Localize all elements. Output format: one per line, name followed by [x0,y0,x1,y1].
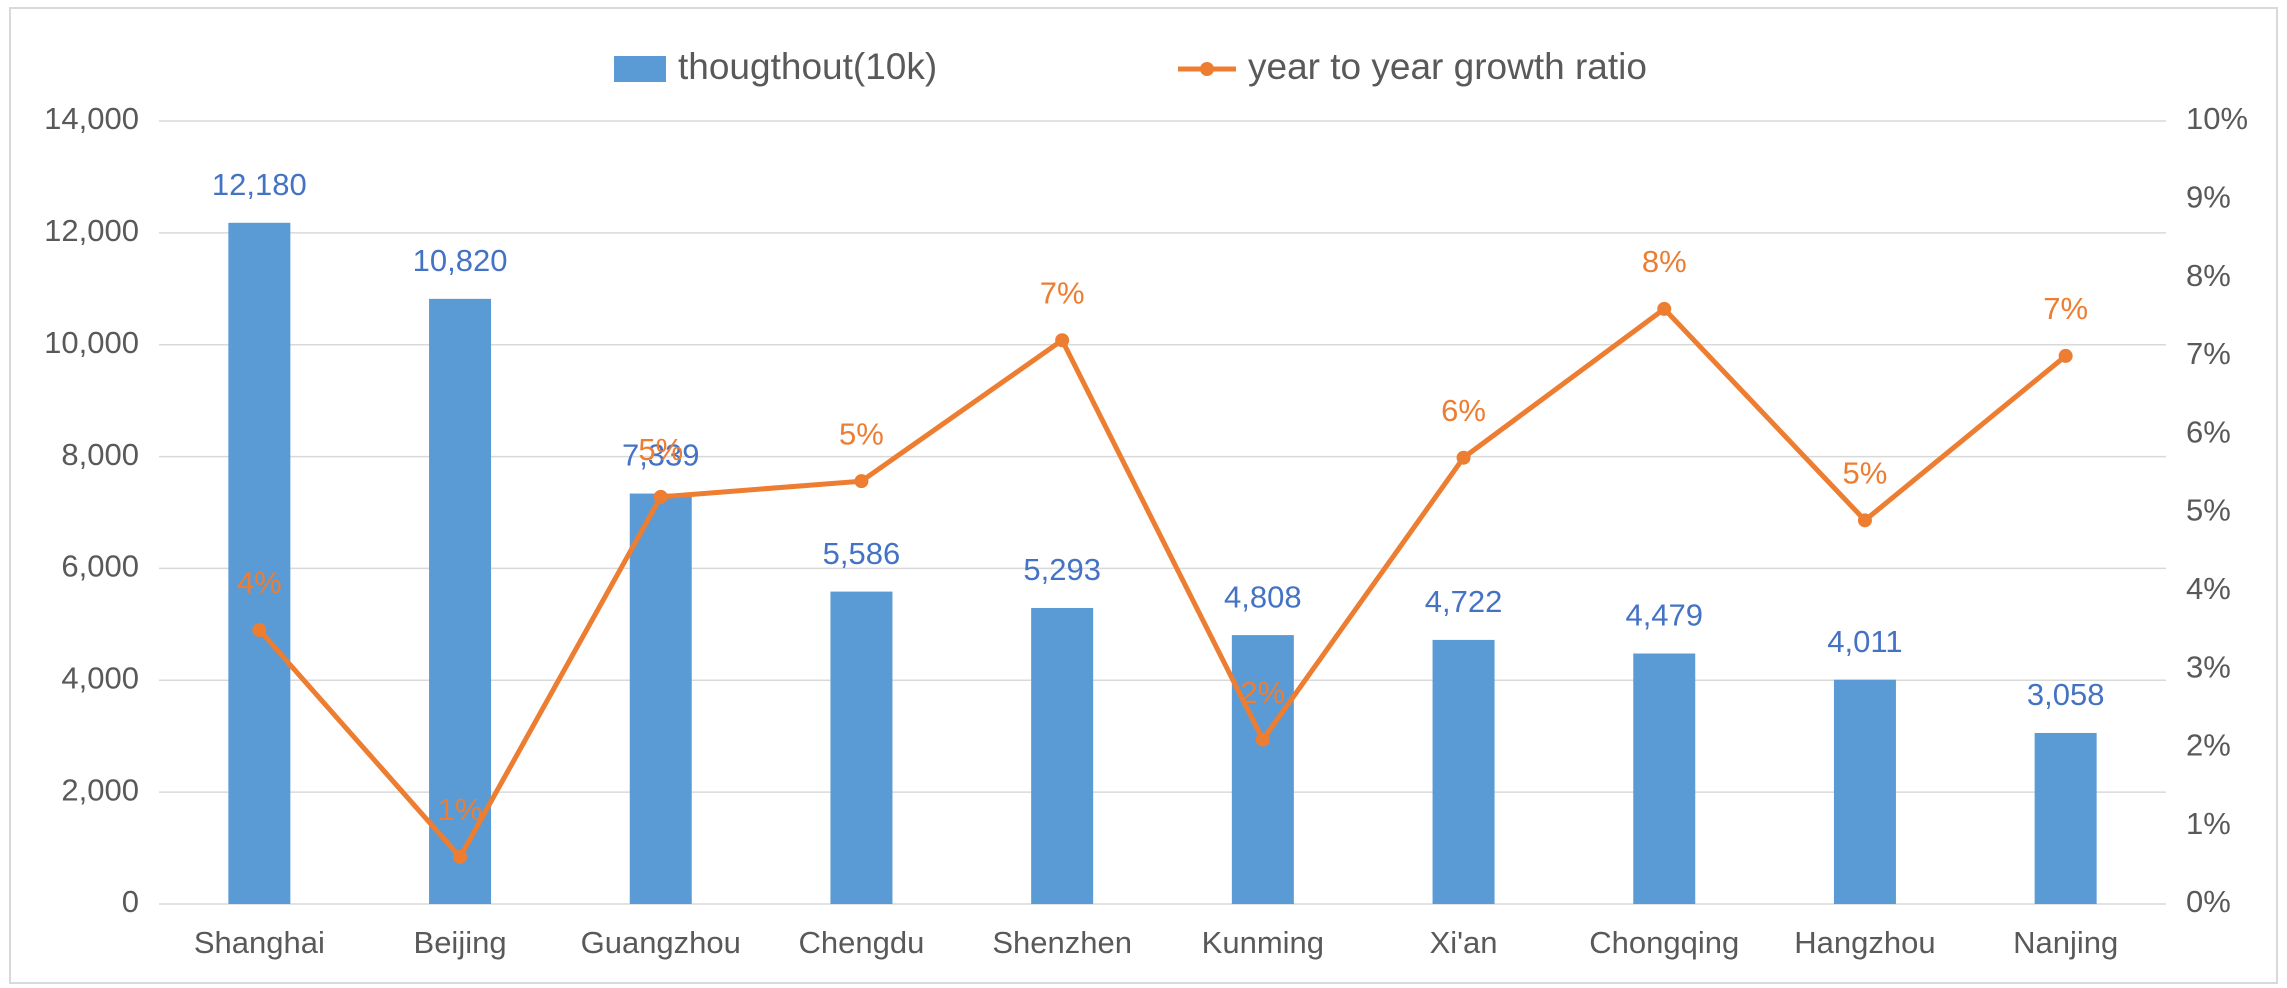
legend-label: thougthout(10k) [678,46,937,87]
bar-value-label: 4,479 [1625,598,1703,633]
y2-tick-label: 7% [2186,336,2231,371]
line-value-label: 1% [438,792,483,827]
line-marker [1055,333,1070,348]
x-tick-label: Chongqing [1589,925,1739,960]
line-marker [1456,450,1471,465]
x-tick-label: Kunming [1202,925,1324,960]
line-value-label: 7% [1040,275,1085,310]
x-tick-label: Chengdu [799,925,925,960]
x-tick-label: Hangzhou [1794,925,1935,960]
legend-swatch [614,56,666,82]
bar-value-label: 4,011 [1827,624,1902,659]
chart-border [9,7,2278,984]
line-value-label: 7% [2043,291,2088,326]
y2-tick-label: 10% [2186,101,2248,136]
bar [1031,607,1094,904]
y-tick-label: 10,000 [44,325,139,360]
line [257,305,2068,862]
x-tick-label: Beijing [414,925,507,960]
bar [1231,635,1294,904]
bar-value-label: 3,058 [2027,677,2105,712]
x-tick-label: Shanghai [194,925,325,960]
y2-tick-label: 2% [2186,728,2231,763]
y2-tick-label: 1% [2186,806,2231,841]
bar [1833,679,1896,904]
line-value-label: 6% [1441,393,1486,428]
y-tick-label: 2,000 [61,772,139,807]
y-tick-label: 0 [122,884,139,919]
bar [830,591,893,904]
line-marker [252,622,267,637]
y2-tick-label: 9% [2186,179,2231,214]
y-tick-label: 6,000 [61,549,139,584]
bar [1432,639,1495,904]
line-value-label: 5% [839,416,884,451]
x-tick-label: Guangzhou [581,925,741,960]
y2-tick-label: 5% [2186,493,2231,528]
line-marker [453,850,468,865]
bar-value-label: 4,808 [1224,579,1302,614]
bar [629,493,692,904]
line-value-label: 2% [1240,675,1285,710]
y-tick-label: 4,000 [61,660,139,695]
y2-tick-label: 6% [2186,414,2231,449]
bar [2034,732,2097,904]
bar [1633,653,1696,904]
bar-value-label: 7,339 [622,438,700,473]
bar [429,298,492,904]
line-marker [653,489,668,504]
x-tick-label: Shenzhen [992,925,1132,960]
line-value-label: 5% [638,432,683,467]
legend-label: year to year growth ratio [1248,46,1647,87]
line-marker [854,474,869,489]
y-tick-label: 8,000 [61,437,139,472]
y-tick-label: 12,000 [44,213,139,248]
y2-tick-label: 0% [2186,884,2231,919]
legend-swatch [1200,62,1214,76]
line-value-label: 4% [237,565,282,600]
bar-value-label: 5,586 [823,536,901,571]
bar-value-label: 5,293 [1023,552,1101,587]
line-marker [1657,301,1672,316]
x-tick-label: Nanjing [2013,925,2118,960]
line-value-label: 8% [1642,244,1687,279]
line-marker [1857,513,1872,528]
x-tick-label: Xi'an [1430,925,1498,960]
line-marker [2058,348,2073,363]
bar [228,222,291,905]
line-value-label: 5% [1843,456,1888,491]
bar-value-label: 12,180 [212,167,307,202]
line-marker [1255,732,1270,747]
bar-value-label: 4,722 [1425,584,1503,619]
y2-tick-label: 8% [2186,258,2231,293]
bar-value-label: 10,820 [413,243,508,278]
y2-tick-label: 4% [2186,571,2231,606]
y-tick-label: 14,000 [44,101,139,136]
y2-tick-label: 3% [2186,649,2231,684]
